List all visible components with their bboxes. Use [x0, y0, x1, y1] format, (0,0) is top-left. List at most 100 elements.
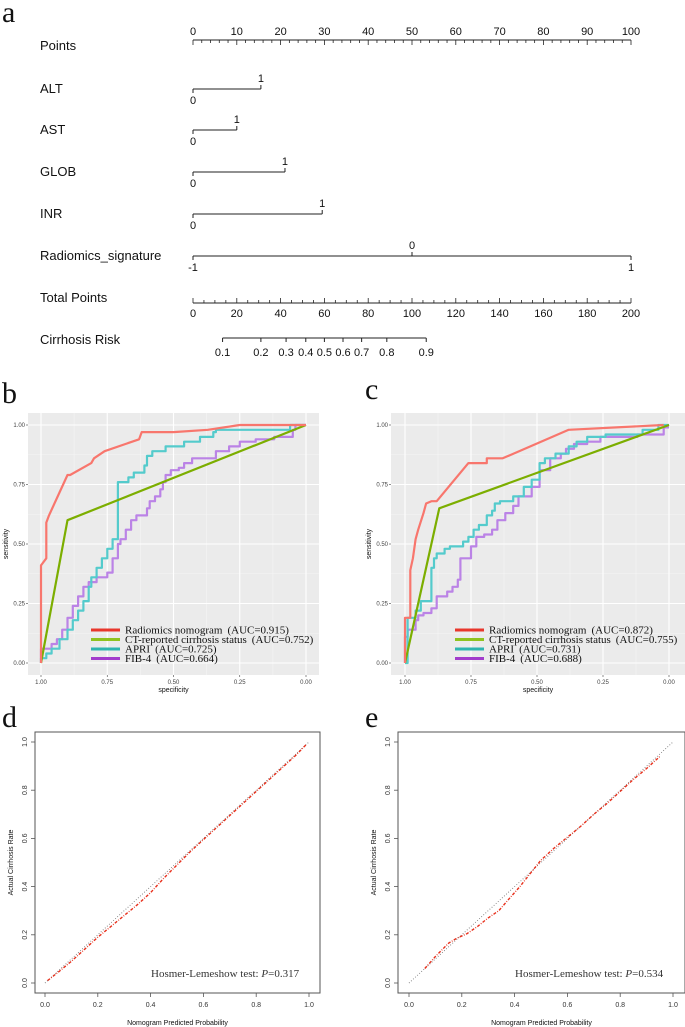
nomogram-row-label: Cirrhosis Risk: [40, 332, 121, 347]
y-tick-label: 0.2: [22, 930, 29, 940]
y-tick-label: 1.00: [376, 423, 388, 429]
legend-label: APRI (AUC=0.731): [489, 644, 581, 656]
roc-curve-fib-4: [39, 423, 306, 663]
nomogram-value-label: 0: [190, 178, 196, 190]
nomogram-tick-label: 20: [274, 26, 286, 38]
nomogram-tick-label: 140: [490, 308, 508, 320]
legend-auc: (AUC=0.872): [591, 625, 653, 637]
nomogram-row-label: GLOB: [40, 164, 76, 179]
legend-label: CT-reported cirrhosis status (AUC=0.752): [125, 634, 314, 646]
y-tick-label: 0.00: [376, 661, 388, 667]
nomogram-tick-label: 30: [318, 26, 330, 38]
annotation-prefix: Hosmer-Lemeshow test:: [151, 968, 261, 980]
nomogram-tick-label: 50: [406, 26, 418, 38]
y-tick-label: 0.4: [385, 882, 392, 892]
y-tick-label: 0.8: [22, 785, 29, 795]
nomogram-tick-label: 60: [318, 308, 330, 320]
calibration-curve: [47, 743, 307, 982]
legend-auc: (AUC=0.755): [616, 634, 678, 646]
roc-curve-radiomics-nomogram: [39, 423, 306, 663]
nomogram-risk-label: 0.3: [278, 347, 293, 359]
legend-label: CT-reported cirrhosis status (AUC=0.755): [489, 634, 678, 646]
roc-curve-ct-reported-cirrhosis-status: [39, 423, 307, 664]
y-tick-label: 1.0: [385, 737, 392, 747]
roc-plot-c: 1.00 0.75 0.50 0.25 0.00 0.00 0.25 0.50 0.75 1.00…: [366, 413, 685, 694]
nomogram-tick-label: 40: [362, 26, 374, 38]
y-tick-label: 1.0: [22, 737, 29, 747]
legend-series-name: FIB-4: [125, 653, 152, 665]
y-axis-title: sensitivity: [366, 528, 373, 559]
nomogram-tick-label: 20: [231, 308, 243, 320]
calibration-plot-e: 0.0 0.0 0.2 0.2 0.4 0.4 0.6 0.6 0.8 0.8 1.0 1.0 Nomo…: [371, 731, 685, 1027]
nomogram-row-label: AST: [40, 122, 65, 137]
nomogram-risk-label: 0.6: [335, 347, 350, 359]
y-tick-label: 0.25: [13, 602, 25, 608]
nomogram-row-label: Radiomics_signature: [40, 248, 161, 263]
y-tick-label: 0.6: [385, 833, 392, 843]
nomogram-tick-label: 80: [362, 308, 374, 320]
x-tick-label: 0.2: [457, 1002, 467, 1009]
roc-curve-ct-reported-cirrhosis-status: [403, 423, 670, 664]
x-tick-label: 0.8: [251, 1002, 261, 1009]
legend-label: Radiomics nomogram (AUC=0.915): [125, 625, 289, 637]
x-tick-label: 0.00: [663, 680, 675, 686]
legend-auc: (AUC=0.915): [227, 625, 289, 637]
nomogram-value-label: -1: [188, 262, 198, 274]
nomogram-tick-label: 100: [403, 308, 421, 320]
panel-letter-b: b: [2, 377, 17, 410]
legend-series-name: FIB-4: [489, 653, 516, 665]
ideal-reference-line: [408, 741, 674, 984]
roc-curve-radiomics-nomogram: [403, 423, 664, 663]
nomogram-risk-label: 0.8: [379, 347, 394, 359]
roc-curve-apri: [405, 423, 669, 665]
annotation-prefix: Hosmer-Lemeshow test:: [515, 968, 625, 980]
nomogram-value-label: 1: [319, 198, 325, 210]
legend-series-name: CT-reported cirrhosis status: [489, 634, 611, 646]
legend-series-name: APRI: [125, 644, 150, 656]
hosmer-lemeshow-annotation: Hosmer-Lemeshow test: P=0.534: [515, 968, 664, 980]
plot-frame: [34, 731, 321, 994]
nomogram-tick-label: 90: [581, 26, 593, 38]
nomogram-risk-label: 0.4: [298, 347, 313, 359]
nomogram-tick-label: 60: [450, 26, 462, 38]
plot-frame: [397, 731, 685, 994]
y-tick-label: 0.0: [22, 978, 29, 988]
nomogram-tick-label: 100: [622, 26, 640, 38]
x-axis-title: Nomogram Predicted Probability: [127, 1020, 228, 1027]
y-tick-label: 0.75: [376, 483, 388, 489]
nomogram-risk-label: 0.9: [419, 347, 434, 359]
legend-series-name: APRI: [489, 644, 514, 656]
nomogram-value-label: 0: [409, 240, 415, 252]
nomogram-tick-label: 120: [447, 308, 465, 320]
nomogram-tick-label: 180: [578, 308, 596, 320]
ideal-reference-line: [44, 741, 310, 984]
y-tick-label: 0.50: [376, 542, 388, 548]
x-tick-label: 0.8: [615, 1002, 625, 1009]
legend-label: APRI (AUC=0.725): [125, 644, 217, 656]
annotation-p-symbol: P: [260, 968, 268, 980]
nomogram-risk-label: 0.5: [317, 347, 332, 359]
annotation-p-value: =0.317: [268, 968, 299, 980]
y-tick-label: 0.4: [22, 882, 29, 892]
panel-letter-e: e: [365, 701, 378, 734]
x-tick-label: 0.25: [597, 680, 609, 686]
nomogram-row-label: Points: [40, 38, 77, 53]
nomogram-tick-label: 200: [622, 308, 640, 320]
nomogram-risk-label: 0.2: [253, 347, 268, 359]
calibration-plot-d: 0.0 0.0 0.2 0.2 0.4 0.4 0.6 0.6 0.8 0.8 1.0 1.0 Nomo…: [8, 731, 321, 1027]
legend-series-name: CT-reported cirrhosis status: [125, 634, 247, 646]
x-tick-label: 0.75: [101, 680, 113, 686]
y-tick-label: 0.8: [385, 785, 392, 795]
nomogram-risk-label: 0.1: [215, 347, 230, 359]
nomogram-tick-label: 80: [537, 26, 549, 38]
x-tick-label: 1.00: [399, 680, 411, 686]
x-tick-label: 0.4: [510, 1002, 520, 1009]
x-axis-title: specificity: [523, 687, 554, 694]
hosmer-lemeshow-annotation: Hosmer-Lemeshow test: P=0.317: [151, 968, 300, 980]
panel-letter-a: a: [2, 0, 15, 29]
legend-series-name: Radiomics nomogram: [489, 625, 587, 637]
legend-auc: (AUC=0.688): [520, 653, 582, 665]
legend-auc: (AUC=0.752): [252, 634, 314, 646]
